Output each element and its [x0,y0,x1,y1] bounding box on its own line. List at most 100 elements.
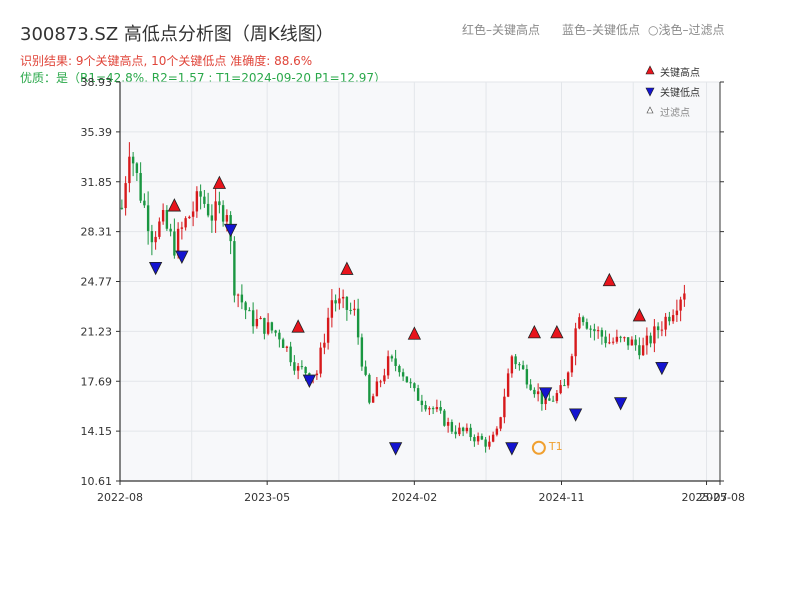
candle-body [548,398,551,401]
candle-body [536,391,540,395]
y-tick-label: 21.23 [81,325,113,338]
candle-body [525,369,529,385]
candle-body [338,298,341,304]
candle-body [544,398,547,405]
candle-body [634,339,637,346]
candle-body [293,362,296,371]
candle-body [578,317,581,329]
candle-body [608,342,611,344]
candle-body [203,196,206,204]
candle-body [623,337,626,339]
candle-body [401,372,405,377]
candle-body [394,358,397,366]
candle-body [120,207,124,209]
candle-body [383,375,386,382]
legend-filter-label: ○浅色–过滤点 [648,23,725,37]
candle-body [371,396,375,403]
candle-body [255,318,259,327]
candle-body [566,372,570,386]
candle-body [409,382,412,384]
candle-body [510,356,514,374]
candle-body [443,410,446,426]
x-tick-label: 2025-07 [682,491,728,504]
candle-body [570,356,574,373]
candle-body [465,427,469,432]
key-low-marker [568,408,583,422]
candle-body [169,228,172,232]
candle-body [225,215,229,222]
candle-body [473,437,476,442]
candle-body [480,436,484,440]
candle-body [195,191,199,212]
candle-body [334,300,337,304]
key-high-marker [527,324,542,339]
candle-body [398,365,401,373]
candle-body [476,436,480,442]
candle-body [529,384,532,390]
chart-title: 300873.SZ 高低点分析图（周K线图） [20,24,334,45]
candle-body [360,337,364,367]
candle-body [596,330,600,332]
candle-body [664,316,667,330]
candle-body [345,296,349,310]
y-tick-label: 14.15 [81,425,113,438]
y-tick-label: 24.77 [81,276,113,289]
candle-body [218,201,221,206]
candle-body [615,336,619,342]
candle-body [611,341,615,343]
candle-body [214,201,217,221]
candle-body [495,428,499,435]
y-tick-label: 28.31 [81,226,113,239]
y-tick-label: 35.39 [81,126,113,139]
candle-body [671,315,675,322]
candle-body [469,427,472,438]
key-low-marker [148,261,163,276]
candle-body [176,228,180,256]
candle-body [446,422,450,426]
candle-body [135,163,139,174]
x-tick-label: 2023-05 [244,491,290,504]
candle-body [503,396,506,418]
candle-body [304,367,307,374]
candle-body [660,329,664,331]
candle-body [484,439,487,447]
candle-body [581,317,585,323]
candle-body [514,356,517,365]
candle-body [270,322,274,331]
x-tick-label: 2022-08 [97,491,143,504]
key-high-marker [167,198,182,212]
key-high-marker [632,308,647,322]
key-low-marker [388,442,403,456]
key-low-marker [655,361,669,376]
candle-body [416,388,420,401]
candles [120,142,686,453]
candle-body [491,434,495,442]
candle-body [278,332,281,340]
markers: T1 [148,175,669,456]
candle-body [604,336,607,344]
candle-body [563,385,566,387]
candle-body [285,346,289,348]
candle-body [266,322,270,334]
key-high-marker [407,326,422,340]
candle-body [461,427,465,432]
candle-body [364,366,367,375]
candle-body [173,231,176,256]
candle-body [675,310,679,316]
candle-body [420,400,424,406]
candle-body [630,339,634,346]
key-high-marker [340,261,354,275]
key-high-marker [602,272,617,287]
candle-body [506,373,510,397]
candle-body [161,209,165,222]
candle-body [199,191,202,197]
candle-body [450,422,454,432]
candle-body [645,335,649,346]
candle-body [143,200,146,206]
candle-body [330,300,334,318]
candle-body [180,227,184,229]
candle-body [589,328,592,330]
candle-body [559,385,562,394]
key-high-marker [212,175,227,189]
